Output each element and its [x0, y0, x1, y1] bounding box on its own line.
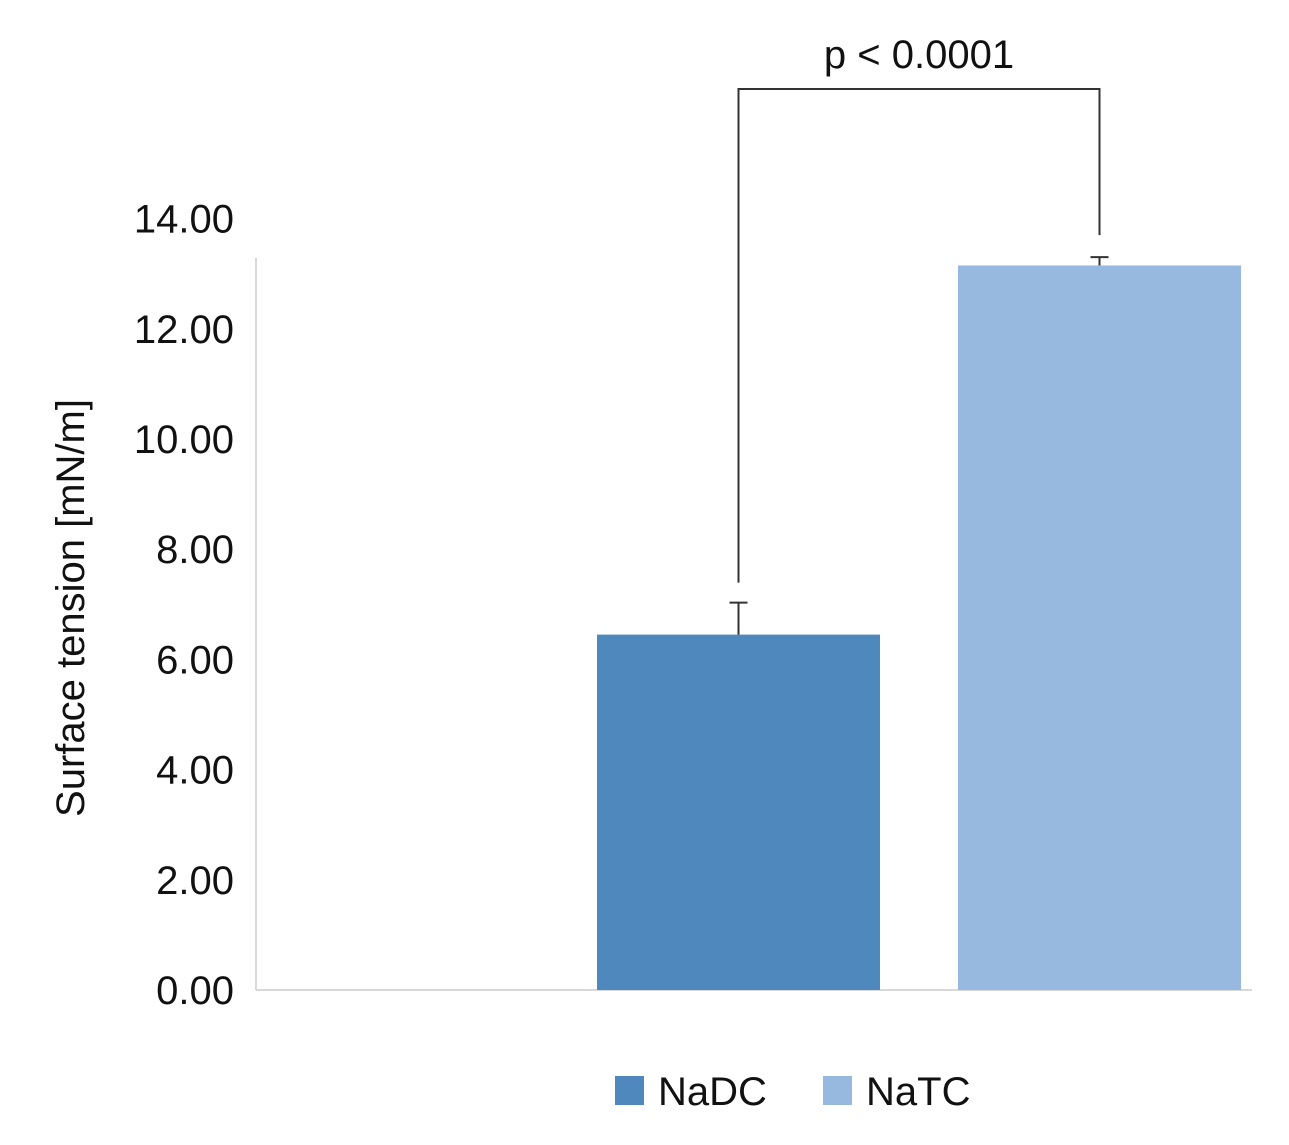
p-value-label: p < 0.0001	[824, 33, 1014, 77]
y-axis-title: Surface tension [mN/m]	[49, 399, 93, 817]
y-tick-label: 8.00	[156, 528, 234, 572]
legend-label-natc: NaTC	[866, 1070, 970, 1114]
y-tick-label: 10.00	[134, 418, 234, 462]
legend-label-nadc: NaDC	[658, 1070, 767, 1114]
legend-swatch-nadc	[615, 1076, 644, 1105]
y-tick-labels: 0.00 2.00 4.00 6.00 8.00 10.00 12.00 14.00	[134, 198, 234, 1013]
bar-natc	[958, 265, 1241, 990]
y-tick-label: 14.00	[134, 198, 234, 242]
y-tick-label: 2.00	[156, 859, 234, 903]
error-bars	[729, 256, 1109, 635]
legend: NaDC NaTC	[615, 1070, 970, 1114]
significance-bracket: p < 0.0001	[737, 33, 1101, 583]
y-tick-label: 6.00	[156, 638, 234, 682]
y-tick-label: 12.00	[134, 308, 234, 352]
y-tick-label: 0.00	[156, 969, 234, 1013]
bars	[597, 265, 1241, 990]
legend-swatch-natc	[823, 1076, 852, 1105]
y-tick-label: 4.00	[156, 749, 234, 793]
significance-bracket-line	[737, 88, 1101, 583]
bar-nadc	[597, 634, 880, 990]
